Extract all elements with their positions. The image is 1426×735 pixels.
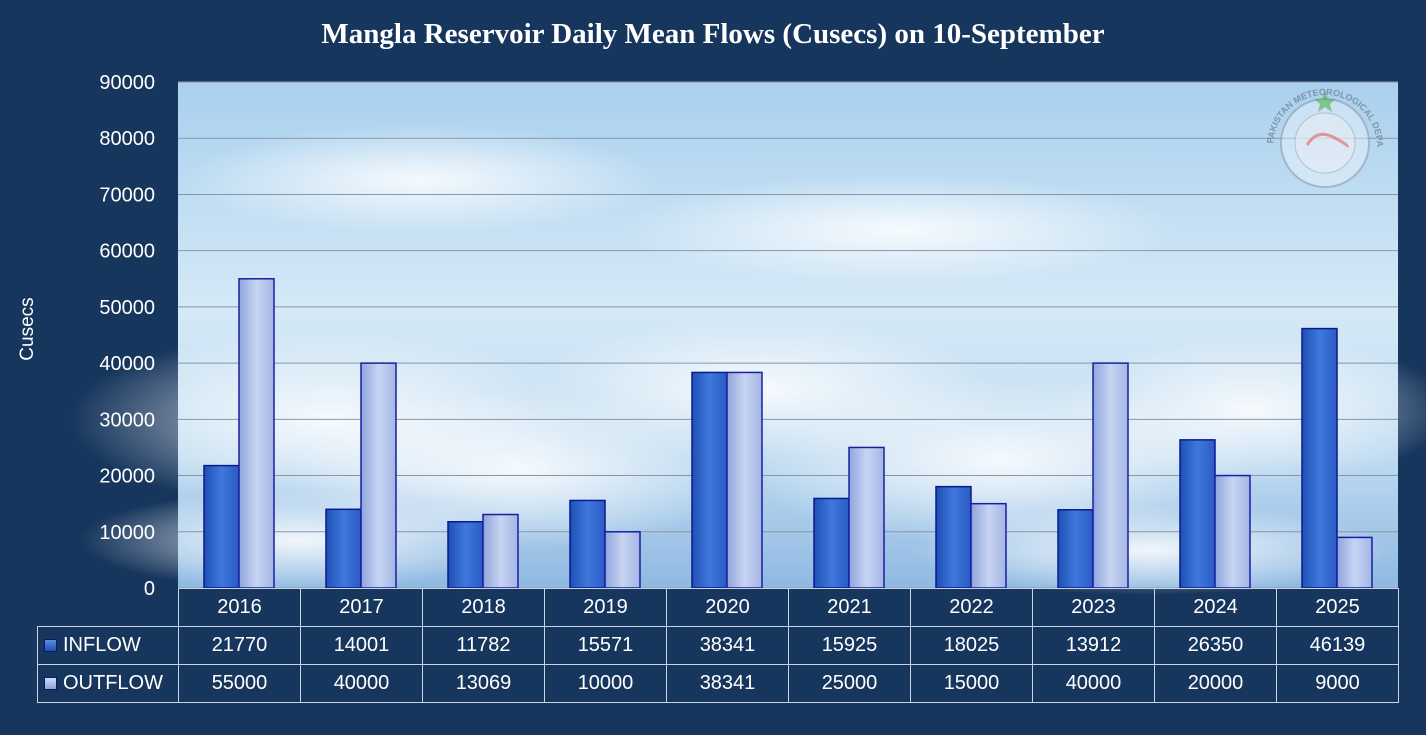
y-tick-label: 40000 — [99, 353, 155, 375]
y-tick-label: 90000 — [99, 72, 155, 94]
bars — [203, 278, 1373, 589]
table-cell: 21770 — [178, 626, 301, 665]
table-cell: 26350 — [1154, 626, 1277, 665]
table-cell: 46139 — [1276, 626, 1399, 665]
chart-title: Mangla Reservoir Daily Mean Flows (Cusec… — [321, 18, 1105, 50]
table-row-inflow: INFLOW 21770 14001 11782 15571 38341 159… — [37, 626, 1399, 665]
legend-outflow: OUTFLOW — [37, 664, 179, 703]
table-cell: 15925 — [788, 626, 911, 665]
y-tick-label: 10000 — [99, 522, 155, 544]
table-cell: 38341 — [666, 626, 789, 665]
inflow-bar-2018 — [447, 521, 484, 589]
table-corner — [37, 588, 179, 627]
outflow-bar-2024 — [1214, 474, 1251, 589]
table-cell: 14001 — [300, 626, 423, 665]
category-label: 2016 — [178, 588, 301, 627]
y-tick-label: 30000 — [99, 409, 155, 431]
table-cell: 20000 — [1154, 664, 1277, 703]
outflow-bar-2025 — [1336, 536, 1373, 589]
y-tick-label: 50000 — [99, 297, 155, 319]
outflow-bar-2021 — [848, 446, 885, 589]
outflow-bar-2019 — [604, 531, 641, 589]
table-cell: 10000 — [544, 664, 667, 703]
data-table: 2016 2017 2018 2019 2020 2021 2022 2023 … — [37, 588, 1399, 703]
table-cell: 13912 — [1032, 626, 1155, 665]
outflow-bar-2022 — [970, 502, 1007, 589]
category-label: 2021 — [788, 588, 911, 627]
inflow-bar-2019 — [569, 499, 606, 589]
table-cell: 15571 — [544, 626, 667, 665]
table-row-outflow: OUTFLOW 55000 40000 13069 10000 38341 25… — [37, 664, 1399, 703]
category-label: 2024 — [1154, 588, 1277, 627]
table-cell: 38341 — [666, 664, 789, 703]
inflow-bar-2023 — [1057, 509, 1094, 589]
table-cell: 15000 — [910, 664, 1033, 703]
table-cell: 40000 — [300, 664, 423, 703]
table-cell: 25000 — [788, 664, 911, 703]
outflow-legend-key — [44, 677, 57, 691]
inflow-bar-2021 — [813, 497, 850, 589]
outflow-bar-2023 — [1092, 362, 1129, 589]
table-cell: 40000 — [1032, 664, 1155, 703]
series-name: INFLOW — [63, 634, 141, 656]
category-label: 2020 — [666, 588, 789, 627]
category-label: 2018 — [422, 588, 545, 627]
category-label: 2019 — [544, 588, 667, 627]
outflow-bar-2020 — [726, 371, 763, 589]
inflow-bar-2022 — [935, 485, 972, 589]
inflow-legend-key — [44, 639, 57, 653]
table-cell: 18025 — [910, 626, 1033, 665]
outflow-bar-2018 — [482, 513, 519, 589]
table-cell: 11782 — [422, 626, 545, 665]
table-cell: 13069 — [422, 664, 545, 703]
outflow-bar-2017 — [360, 362, 397, 589]
y-tick-label: 20000 — [99, 466, 155, 488]
inflow-bar-2024 — [1179, 439, 1216, 589]
outflow-bar-2016 — [238, 278, 275, 589]
y-axis-ticks: 0100002000030000400005000060000700008000… — [99, 72, 155, 600]
table-cell: 9000 — [1276, 664, 1399, 703]
table-header-row: 2016 2017 2018 2019 2020 2021 2022 2023 … — [37, 588, 1399, 627]
category-label: 2022 — [910, 588, 1033, 627]
table-cell: 55000 — [178, 664, 301, 703]
inflow-bar-2017 — [325, 508, 362, 589]
series-name: OUTFLOW — [63, 672, 163, 694]
inflow-bar-2016 — [203, 464, 240, 589]
inflow-bar-2025 — [1301, 327, 1338, 589]
y-tick-label: 60000 — [99, 241, 155, 263]
y-tick-label: 70000 — [99, 184, 155, 206]
category-label: 2025 — [1276, 588, 1399, 627]
category-label: 2023 — [1032, 588, 1155, 627]
legend-inflow: INFLOW — [37, 626, 179, 665]
inflow-bar-2020 — [691, 371, 728, 589]
category-label: 2017 — [300, 588, 423, 627]
y-tick-label: 80000 — [99, 128, 155, 150]
pmd-logo-watermark: PAKISTAN METEOROLOGICAL DEPARTMENT — [1255, 85, 1385, 188]
